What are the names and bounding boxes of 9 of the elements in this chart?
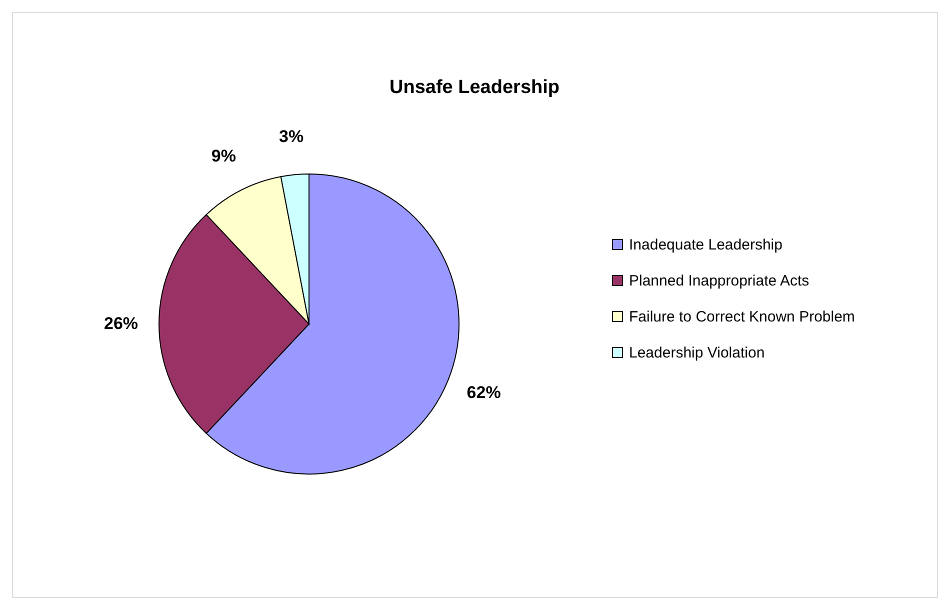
legend-label: Inadequate Leadership (629, 236, 782, 254)
data-label: 3% (279, 126, 304, 146)
data-label: 62% (466, 383, 501, 402)
chart-title: Unsafe Leadership (390, 77, 560, 98)
legend-label: Failure to Correct Known Problem (629, 308, 855, 326)
legend-label: Leadership Violation (629, 344, 765, 362)
data-label: 26% (104, 314, 138, 333)
data-label: 9% (211, 146, 236, 166)
legend-label: Planned Inappropriate Acts (629, 272, 810, 290)
